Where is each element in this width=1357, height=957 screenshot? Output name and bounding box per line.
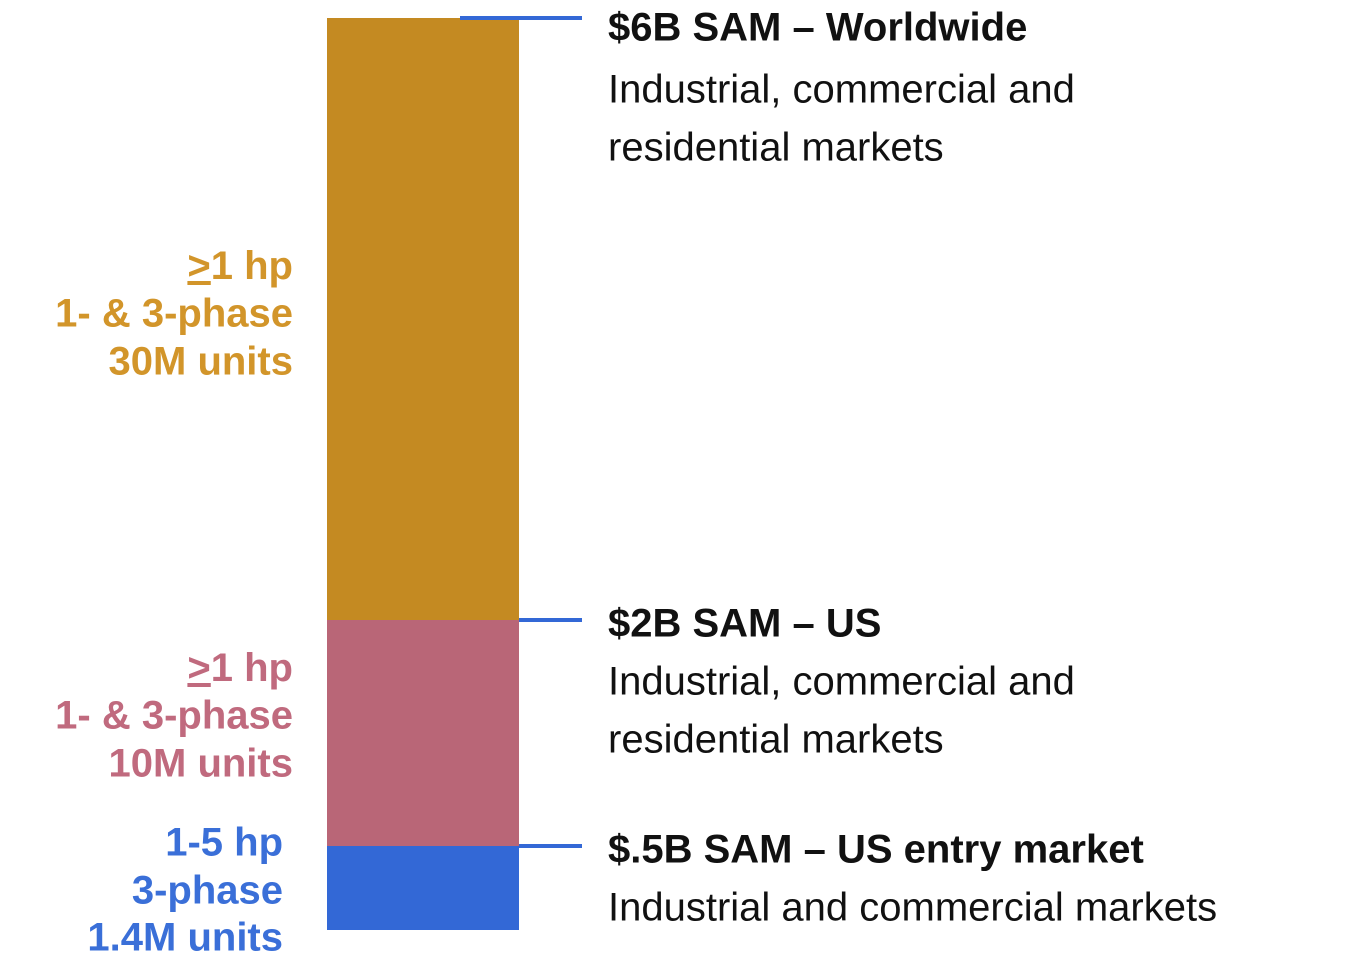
label-text: 1 hp: [211, 646, 293, 690]
label-text: 1 hp: [211, 244, 293, 288]
callout-title: $2B SAM – US: [608, 602, 881, 646]
worldwide-segment: [327, 18, 519, 620]
callout-text: residential markets: [608, 718, 944, 762]
callout-text: residential markets: [608, 126, 944, 170]
callout-text: Industrial, commercial and: [608, 68, 1075, 112]
segment-label: 3-phase: [132, 869, 283, 913]
callout-text: Industrial, commercial and: [608, 660, 1075, 704]
segment-label: 1- & 3-phase: [55, 292, 293, 336]
callout-text: Industrial and commercial markets: [608, 886, 1217, 930]
segment-label: 30M units: [109, 340, 293, 384]
segment-label: 1- & 3-phase: [55, 694, 293, 738]
segment-label: 1-5 hp: [165, 821, 283, 865]
us-segment: [327, 620, 519, 846]
segment-label: 10M units: [109, 742, 293, 786]
entry-segment: [327, 846, 519, 930]
segment-label: >1 hp: [187, 646, 293, 690]
callout-title: $6B SAM – Worldwide: [608, 6, 1027, 50]
segment-label: >1 hp: [187, 244, 293, 288]
callout-title: $.5B SAM – US entry market: [608, 828, 1144, 872]
label-prefix: >: [187, 244, 210, 288]
label-prefix: >: [187, 646, 210, 690]
segment-label: 1.4M units: [87, 916, 283, 957]
